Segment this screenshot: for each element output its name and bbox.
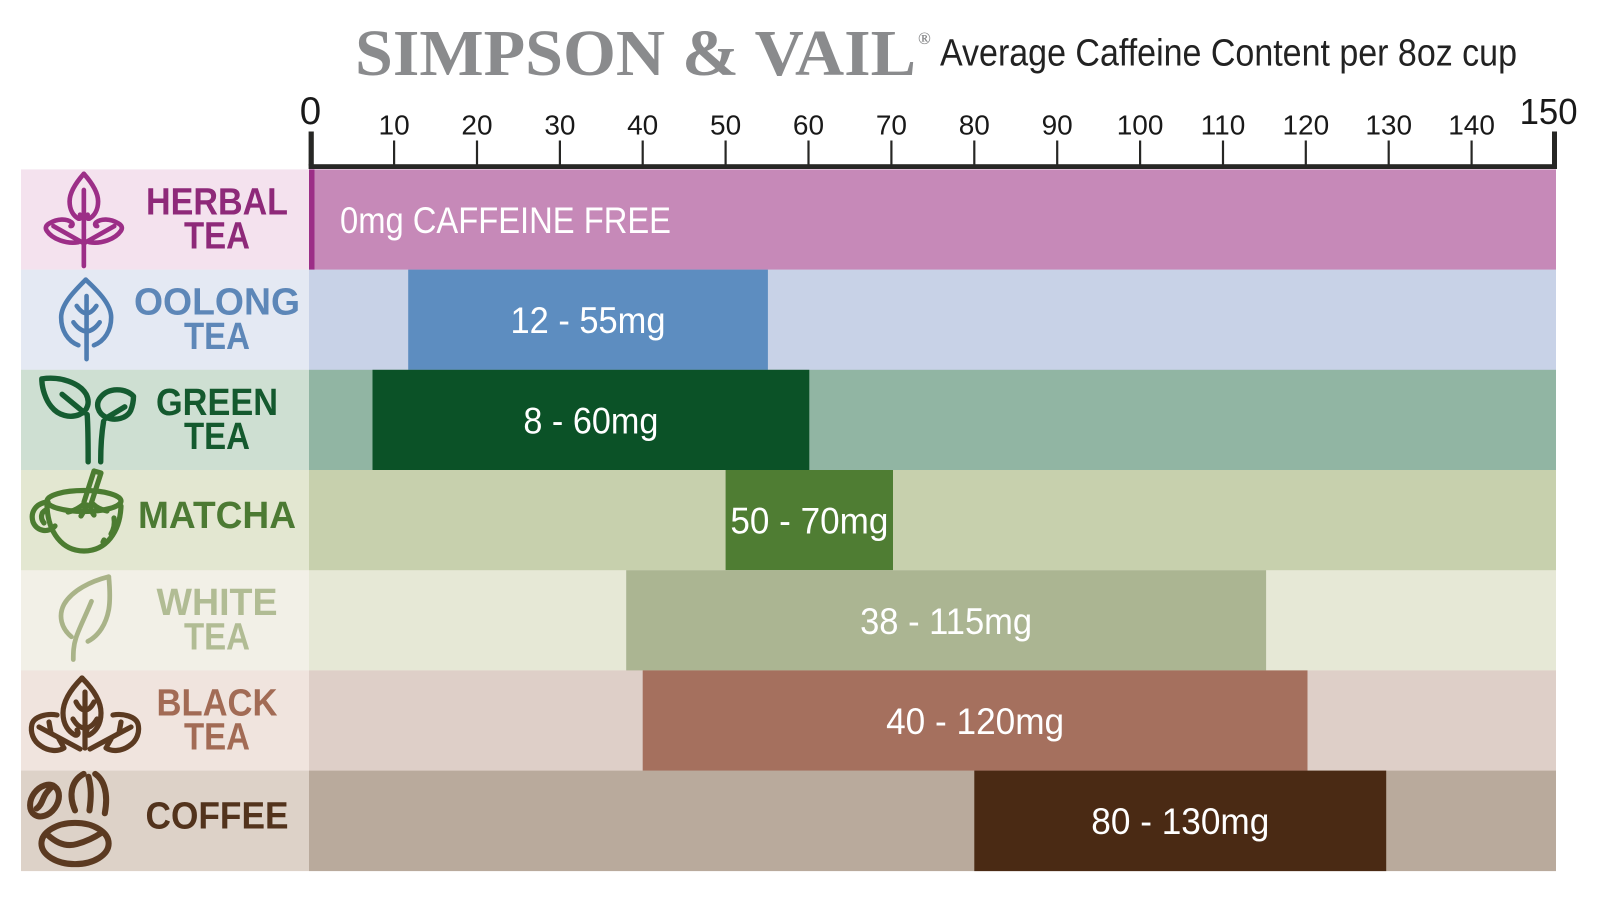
svg-text:HERBAL: HERBAL xyxy=(146,181,288,223)
svg-text:TEA: TEA xyxy=(184,617,250,659)
svg-text:MATCHA: MATCHA xyxy=(138,495,296,537)
svg-text:30: 30 xyxy=(544,110,575,141)
svg-text:TEA: TEA xyxy=(184,316,250,358)
svg-text:WHITE: WHITE xyxy=(157,582,278,624)
svg-text:40: 40 xyxy=(627,110,658,141)
svg-text:12 - 55mg: 12 - 55mg xyxy=(511,300,666,341)
svg-text:80 - 130mg: 80 - 130mg xyxy=(1091,801,1269,842)
svg-text:OOLONG: OOLONG xyxy=(134,282,300,324)
svg-text:0: 0 xyxy=(300,90,321,133)
svg-text:10: 10 xyxy=(379,110,410,141)
svg-text:40 - 120mg: 40 - 120mg xyxy=(886,701,1064,742)
svg-text:TEA: TEA xyxy=(184,416,250,458)
svg-text:60: 60 xyxy=(793,110,824,141)
svg-text:70: 70 xyxy=(876,110,907,141)
svg-text:80: 80 xyxy=(959,110,990,141)
svg-text:90: 90 xyxy=(1042,110,1073,141)
svg-text:Average Caffeine Content per 8: Average Caffeine Content per 8oz cup xyxy=(940,33,1517,75)
svg-text:SIMPSON & VAIL: SIMPSON & VAIL xyxy=(355,17,916,90)
svg-text:BLACK: BLACK xyxy=(157,682,279,724)
svg-text:100: 100 xyxy=(1117,110,1164,141)
svg-text:38 - 115mg: 38 - 115mg xyxy=(860,601,1032,642)
svg-text:GREEN: GREEN xyxy=(156,382,278,424)
svg-text:120: 120 xyxy=(1282,110,1329,141)
svg-text:130: 130 xyxy=(1365,110,1412,141)
svg-text:TEA: TEA xyxy=(184,717,250,759)
svg-text:20: 20 xyxy=(461,110,492,141)
svg-text:50: 50 xyxy=(710,110,741,141)
svg-text:0mg CAFFEINE FREE: 0mg CAFFEINE FREE xyxy=(340,200,671,241)
svg-text:COFFEE: COFFEE xyxy=(146,796,289,838)
svg-text:8 - 60mg: 8 - 60mg xyxy=(523,400,658,441)
svg-text:TEA: TEA xyxy=(184,216,250,258)
svg-text:150: 150 xyxy=(1520,91,1578,132)
svg-text:110: 110 xyxy=(1201,110,1246,141)
svg-text:50 - 70mg: 50 - 70mg xyxy=(730,501,888,542)
svg-text:140: 140 xyxy=(1448,110,1495,141)
svg-text:®: ® xyxy=(918,29,931,48)
